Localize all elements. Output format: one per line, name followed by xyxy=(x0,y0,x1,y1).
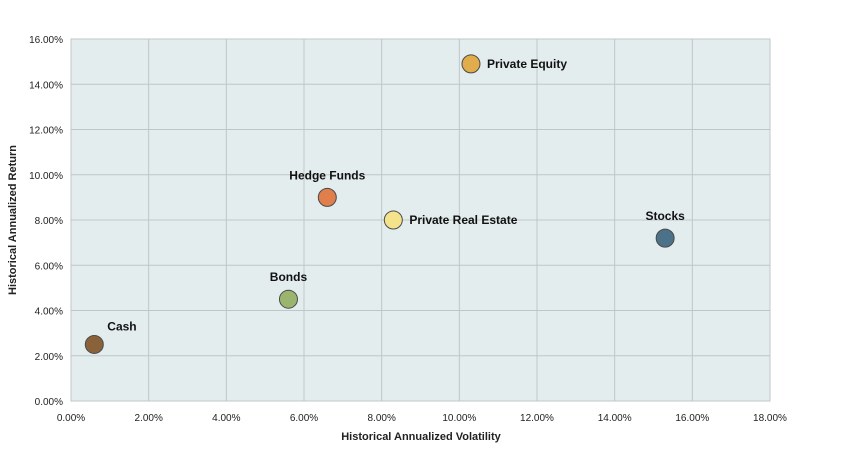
x-tick-label: 14.00% xyxy=(598,413,632,424)
point-label-private-real-estate: Private Real Estate xyxy=(409,213,517,227)
x-axis-ticks: 0.00% 2.00% 4.00% 6.00% 8.00% 10.00% 12.00% 14.… xyxy=(57,413,787,424)
x-tick-label: 12.00% xyxy=(520,413,554,424)
data-point-stocks xyxy=(655,228,675,248)
data-point-hedge-funds xyxy=(317,187,337,207)
y-tick-label: 8.00% xyxy=(35,216,63,227)
y-tick-label: 4.00% xyxy=(35,307,63,318)
y-tick-label: 12.00% xyxy=(29,126,63,137)
x-axis-title: Historical Annualized Volatility xyxy=(341,431,501,443)
x-tick-label: 16.00% xyxy=(675,413,709,424)
data-point-private-real-estate xyxy=(383,210,403,230)
y-tick-label: 16.00% xyxy=(29,35,63,46)
point-label-bonds: Bonds xyxy=(270,270,308,284)
point-label-cash: Cash xyxy=(107,319,136,333)
point-label-private-equity: Private Equity xyxy=(487,57,567,71)
x-tick-label: 0.00% xyxy=(57,413,85,424)
data-point-bonds xyxy=(278,289,298,309)
grid-lines xyxy=(70,38,771,402)
point-labels: Cash Bonds Hedge Funds Private Real Estate P… xyxy=(107,57,685,334)
point-label-stocks: Stocks xyxy=(645,209,685,223)
y-axis-title: Historical Annualized Return xyxy=(7,145,19,295)
x-tick-label: 8.00% xyxy=(367,413,395,424)
data-point-cash xyxy=(84,334,104,354)
x-tick-label: 4.00% xyxy=(212,413,240,424)
x-tick-label: 6.00% xyxy=(290,413,318,424)
y-tick-label: 0.00% xyxy=(35,397,63,408)
x-tick-label: 18.00% xyxy=(753,413,787,424)
y-tick-label: 14.00% xyxy=(29,80,63,91)
y-axis-ticks: 0.00% 2.00% 4.00% 6.00% 8.00% 10.00% 12.00% 14.… xyxy=(29,35,63,408)
x-tick-label: 2.00% xyxy=(134,413,162,424)
data-point-private-equity xyxy=(461,54,481,74)
y-tick-label: 10.00% xyxy=(29,171,63,182)
y-tick-label: 2.00% xyxy=(35,352,63,363)
y-tick-label: 6.00% xyxy=(35,261,63,272)
data-points xyxy=(84,54,675,354)
point-label-hedge-funds: Hedge Funds xyxy=(289,168,365,182)
x-tick-label: 10.00% xyxy=(442,413,476,424)
